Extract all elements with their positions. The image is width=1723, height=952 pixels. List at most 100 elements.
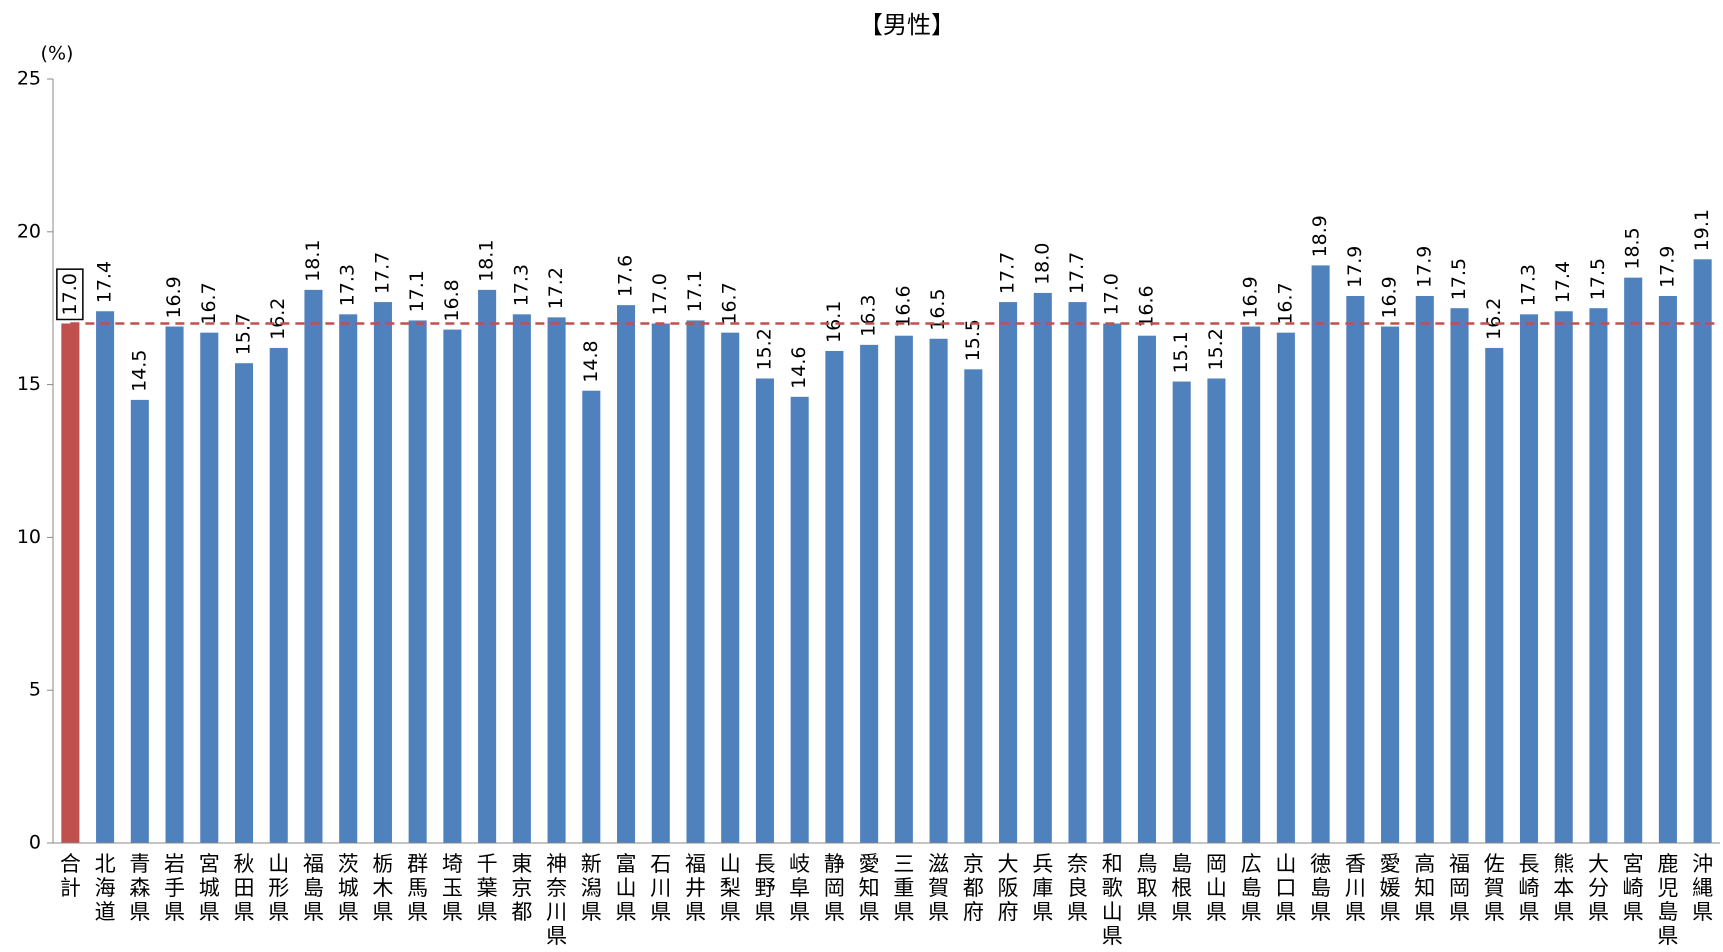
value-label: 16.5 [927,288,949,330]
bar [1242,326,1261,843]
bar [1485,347,1504,843]
value-label: 18.1 [302,240,324,282]
value-label: 17.4 [1552,261,1574,303]
x-tick-label: 三重県 [893,852,914,924]
bar [1033,292,1052,843]
value-label: 17.1 [406,270,428,312]
y-tick-label: 0 [29,832,41,854]
value-label: 14.6 [788,347,810,389]
x-tick-label: 静岡県 [824,852,845,924]
x-tick-label: 長崎県 [1518,852,1539,924]
bar [200,332,219,843]
x-tick-label: 奈良県 [1067,852,1088,924]
x-tick-label: 山口県 [1275,852,1296,924]
value-label: 17.4 [94,261,116,303]
x-tick-label: 宮城県 [199,852,220,924]
x-tick-label: 和歌山県 [1102,852,1123,948]
bar [1624,277,1643,843]
value-label: 16.6 [1135,285,1157,327]
value-label: 16.9 [1379,276,1401,318]
bar [1693,259,1712,844]
value-label: 17.2 [545,267,567,309]
bar [512,314,531,843]
bar [1554,311,1573,844]
x-tick-label: 栃木県 [372,852,393,924]
value-label: 17.9 [1344,246,1366,288]
value-label: 16.9 [1240,276,1262,318]
x-tick-label: 滋賀県 [928,852,949,924]
value-label: 15.1 [1170,331,1192,373]
value-label: 18.0 [1031,243,1053,285]
y-tick-label: 10 [17,526,41,548]
x-tick-label: 福島県 [303,852,324,924]
y-tick-label: 15 [17,373,41,395]
label-box [56,268,84,321]
bar [130,399,149,843]
value-label: 17.7 [1066,252,1088,294]
y-tick-label: 5 [29,679,41,701]
x-tick-label: 岡山県 [1206,852,1227,924]
x-tick-label: 山梨県 [720,852,741,924]
x-tick-label: 長野県 [754,852,775,924]
value-label: 18.5 [1622,227,1644,269]
value-label: 16.7 [1274,282,1296,324]
value-label: 15.2 [753,328,775,370]
value-label: 16.6 [892,285,914,327]
x-tick-label: 大阪府 [998,852,1019,924]
bar [1658,295,1677,843]
bar [999,302,1018,843]
bar [1276,332,1295,843]
bar [304,289,323,843]
x-tick-label: 石川県 [650,852,671,924]
bar [1381,326,1400,843]
bar [1519,314,1539,843]
x-tick-label: 岐阜県 [789,852,810,924]
value-label: 17.7 [371,252,393,294]
x-tick-label: 東京都 [511,852,532,924]
bar [929,338,948,843]
bar [478,289,497,843]
bar [547,317,566,843]
value-label: 17.0 [59,273,81,315]
x-tick-label: 北海道 [95,852,116,924]
x-tick-label: 新潟県 [581,852,602,924]
x-tick-label: 神奈川県 [546,852,567,948]
x-tick-label: 大分県 [1588,852,1609,924]
x-tick-label: 熊本県 [1553,852,1574,924]
x-tick-label: 高知県 [1414,852,1435,924]
value-label: 15.2 [1205,328,1227,370]
x-tick-label: 青森県 [129,852,150,924]
x-tick-label: 広島県 [1241,852,1262,924]
bar [1103,323,1122,844]
bar [1589,308,1608,843]
bar [582,390,601,843]
bar [408,320,427,843]
bar [1346,295,1365,843]
value-label: 17.6 [615,255,637,297]
bar [234,363,254,843]
bar [1450,308,1469,843]
bar [755,378,774,843]
x-tick-label: 富山県 [616,852,637,924]
x-tick-label: 愛媛県 [1380,852,1401,924]
bar [825,350,844,843]
x-tick-label: 鹿児島県 [1657,852,1678,948]
x-tick-label: 愛知県 [859,852,880,924]
x-tick-label: 群馬県 [407,852,428,924]
bar [96,311,115,844]
bar [1068,302,1087,843]
bar [339,314,358,843]
bar [1172,381,1191,843]
value-label: 17.9 [1413,246,1435,288]
x-tick-label: 宮崎県 [1623,852,1644,924]
value-label: 16.2 [267,298,289,340]
bar [443,329,462,843]
value-label: 16.3 [858,295,880,337]
y-tick-label: 25 [17,68,41,90]
x-tick-label: 香川県 [1345,852,1366,924]
bar [1137,335,1156,843]
value-label: 16.8 [441,279,463,321]
value-label: 16.2 [1483,298,1505,340]
